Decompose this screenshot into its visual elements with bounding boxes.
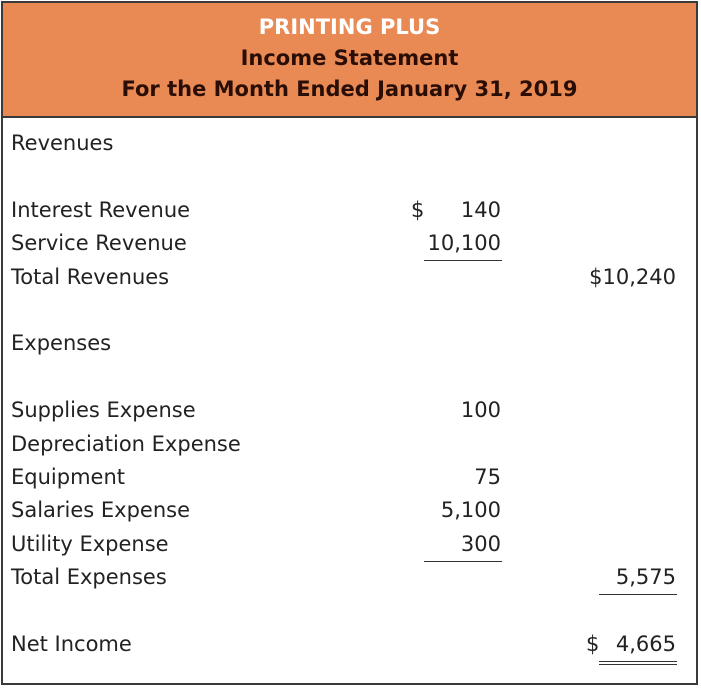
row-label: Utility Expense	[11, 531, 169, 556]
row-label: Total Revenues	[11, 264, 170, 289]
total-amount: 5,575	[615, 565, 676, 590]
row-amount: 100	[460, 398, 501, 423]
row-label: Total Expenses	[11, 565, 167, 590]
row-label: Depreciation Expense	[11, 431, 241, 456]
statement-body: Revenues Interest Revenue $ 140 Service …	[3, 127, 696, 665]
revenues-heading: Revenues	[11, 131, 114, 155]
table-row: Service Revenue 10,100	[3, 227, 696, 262]
spacer	[3, 160, 696, 193]
row-label: Equipment	[11, 464, 125, 489]
total-amount: $10,240	[589, 264, 676, 289]
statement-header: PRINTING PLUS Income Statement For the M…	[3, 3, 696, 118]
table-row: Salaries Expense 5,100	[3, 494, 696, 527]
subtotal-underline	[424, 560, 502, 562]
revenues-heading-row: Revenues	[3, 127, 696, 160]
expenses-heading: Expenses	[11, 331, 112, 356]
spacer	[3, 594, 696, 627]
row-label: Interest Revenue	[11, 197, 191, 222]
total-revenues-row: Total Revenues $10,240	[3, 261, 696, 294]
table-row: Utility Expense 300	[3, 528, 696, 562]
statement-title: Income Statement	[240, 46, 459, 70]
table-row: Interest Revenue $ 140	[3, 194, 696, 227]
table-row: Depreciation Expense	[3, 428, 696, 461]
statement-period: For the Month Ended January 31, 2019	[121, 77, 578, 101]
spacer	[3, 294, 696, 327]
currency-sign: $	[411, 197, 425, 222]
row-label: Salaries Expense	[11, 498, 191, 523]
subtotal-underline	[424, 260, 502, 262]
spacer	[3, 361, 696, 394]
row-label: Net Income	[11, 631, 132, 656]
row-amount: 75	[474, 464, 501, 489]
company-name: PRINTING PLUS	[258, 15, 441, 39]
net-income-amount: 4,665	[615, 631, 676, 656]
row-amount: 10,100	[427, 231, 501, 256]
row-amount: 5,100	[440, 498, 501, 523]
currency-sign: $	[586, 631, 600, 656]
table-row: Equipment 75	[3, 461, 696, 494]
total-underline	[599, 594, 677, 596]
row-amount: 140	[460, 197, 501, 222]
table-row: Supplies Expense 100	[3, 394, 696, 427]
row-label: Supplies Expense	[11, 398, 196, 423]
double-underline	[599, 660, 677, 665]
row-amount: 300	[460, 531, 501, 556]
expenses-heading-row: Expenses	[3, 327, 696, 360]
net-income-row: Net Income $ 4,665	[3, 628, 696, 665]
row-label: Service Revenue	[11, 231, 187, 256]
total-expenses-row: Total Expenses 5,575	[3, 561, 696, 596]
